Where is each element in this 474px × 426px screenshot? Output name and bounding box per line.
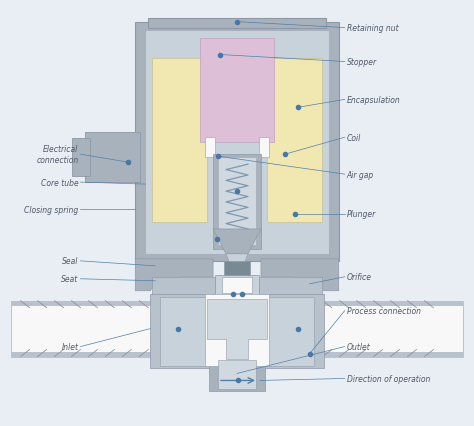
Text: Air gap: Air gap: [346, 170, 374, 179]
Text: Retaining nut: Retaining nut: [346, 24, 398, 33]
Text: Orifice: Orifice: [346, 273, 372, 282]
Bar: [213, 155, 261, 249]
Polygon shape: [207, 299, 267, 359]
Polygon shape: [226, 254, 248, 267]
Bar: [239, 301, 463, 357]
Text: Outlet: Outlet: [346, 342, 370, 351]
Bar: [224, 261, 250, 275]
Bar: [152, 58, 207, 222]
Bar: [160, 297, 314, 366]
Bar: [135, 23, 339, 261]
Bar: [148, 19, 326, 29]
Text: Plunger: Plunger: [346, 210, 376, 219]
Bar: [205, 294, 269, 366]
Text: Stopper: Stopper: [346, 58, 377, 67]
Text: Process connection: Process connection: [346, 306, 421, 315]
Text: Electrical
connection: Electrical connection: [36, 145, 79, 164]
Polygon shape: [135, 259, 213, 291]
Bar: [209, 357, 265, 391]
Text: Closing spring: Closing spring: [24, 205, 79, 214]
Text: Inlet: Inlet: [62, 342, 79, 351]
Bar: [248, 301, 463, 306]
Bar: [85, 133, 140, 183]
Bar: [150, 294, 324, 368]
Text: Seat: Seat: [61, 275, 79, 284]
Bar: [218, 360, 256, 389]
Bar: [248, 352, 463, 357]
Bar: [259, 138, 269, 158]
Bar: [152, 277, 215, 295]
Bar: [267, 58, 322, 222]
Bar: [222, 277, 252, 293]
Bar: [145, 31, 329, 254]
Bar: [11, 301, 235, 357]
Bar: [200, 38, 274, 143]
Polygon shape: [213, 230, 261, 254]
Bar: [205, 138, 215, 158]
Bar: [11, 352, 225, 357]
Bar: [73, 139, 91, 177]
Polygon shape: [261, 259, 339, 291]
Bar: [11, 301, 225, 306]
Bar: [218, 158, 256, 245]
Text: Encapsulation: Encapsulation: [346, 96, 401, 105]
Text: Seal: Seal: [62, 257, 79, 266]
Bar: [215, 275, 259, 295]
Text: Direction of operation: Direction of operation: [346, 374, 430, 383]
Text: Coil: Coil: [346, 133, 361, 142]
Text: Core tube: Core tube: [41, 178, 79, 187]
Bar: [259, 277, 322, 295]
